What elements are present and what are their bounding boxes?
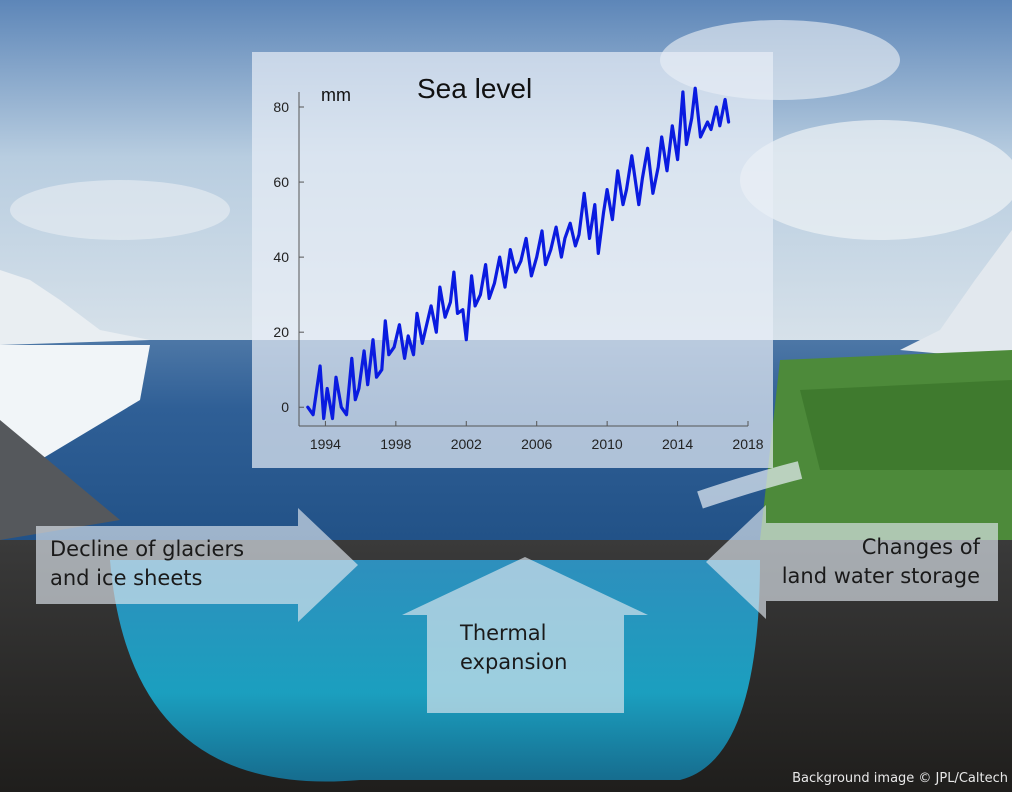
x-tick-label: 2018 [732, 436, 763, 452]
x-tick-label: 1994 [310, 436, 341, 452]
x-tick-label: 2006 [521, 436, 552, 452]
x-tick-label: 2010 [592, 436, 623, 452]
y-tick-label: 60 [273, 174, 289, 190]
sea-level-line [306, 86, 731, 421]
x-tick-label: 2002 [451, 436, 482, 452]
glaciers-arrow [36, 508, 358, 622]
land-water-label-line1: Changes of [861, 535, 980, 559]
land-water-label: Changes of land water storage [762, 533, 980, 591]
thermal-label: Thermal expansion [460, 619, 567, 677]
y-tick-label: 0 [281, 399, 289, 415]
x-tick-label: 2014 [662, 436, 693, 452]
y-axis-label: mm [321, 85, 351, 105]
thermal-label-line1: Thermal [460, 621, 547, 645]
land-water-arrow [706, 505, 998, 619]
land-water-label-line2: land water storage [781, 564, 980, 588]
y-tick-label: 20 [273, 324, 289, 340]
image-credit: Background image © JPL/Caltech [792, 771, 1008, 786]
thermal-label-line2: expansion [460, 650, 568, 674]
y-tick-label: 40 [273, 249, 289, 265]
y-tick-label: 80 [273, 99, 289, 115]
glaciers-label: Decline of glaciers and ice sheets [50, 535, 244, 593]
chart-title: Sea level [417, 73, 532, 104]
glaciers-label-line2: and ice sheets [50, 566, 203, 590]
sea-level-chart: Sea level mm 1994 1998 2002 2006 2010 2014 201… [273, 73, 763, 452]
x-tick-label: 1998 [380, 436, 411, 452]
glaciers-label-line1: Decline of glaciers [50, 537, 245, 561]
thermal-arrow [402, 557, 648, 713]
